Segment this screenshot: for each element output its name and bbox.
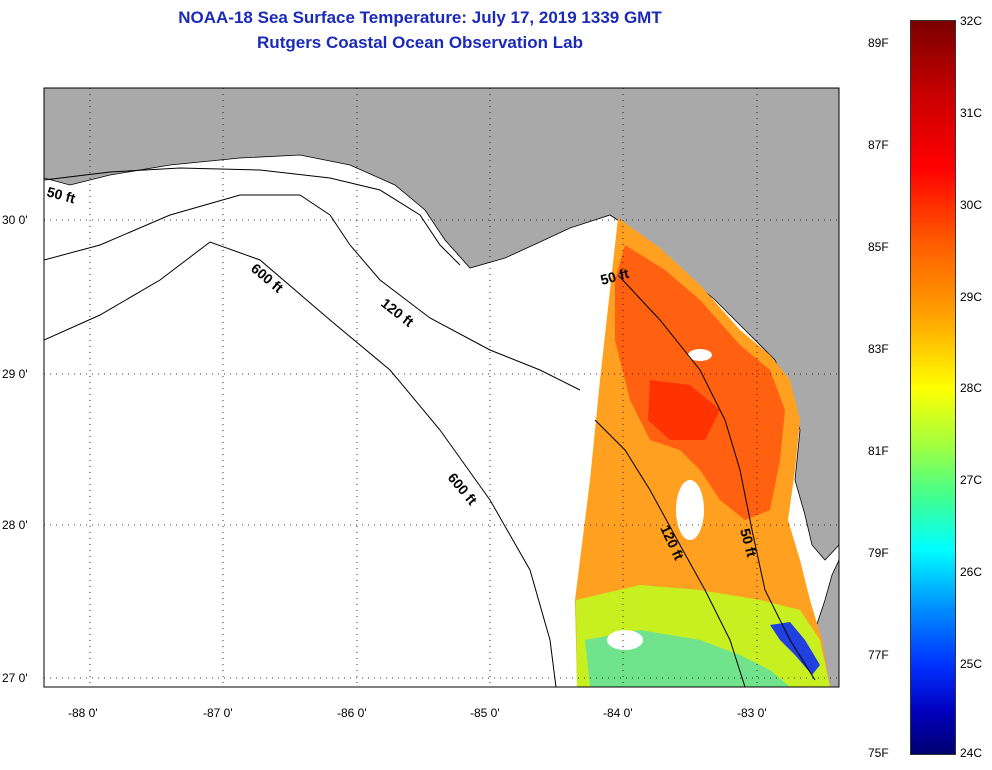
colorbar-celsius-label: 32C <box>960 14 983 28</box>
colorbar-celsius-label: 29C <box>960 290 983 304</box>
colorbar-celsius-label: 26C <box>960 565 983 579</box>
graticule <box>44 88 839 687</box>
map-frame <box>43 87 840 688</box>
lon-label: -88 0' <box>68 706 98 720</box>
sst-hot-spot <box>648 380 720 440</box>
map-subtitle: Rutgers Coastal Ocean Observation Lab <box>257 33 583 52</box>
colorbar-celsius-label: 31C <box>960 106 983 120</box>
contour-label: 50 ft <box>45 183 77 206</box>
colorbar-celsius-label: 27C <box>960 473 983 487</box>
lon-label: -83 0' <box>737 706 767 720</box>
colorbar-fahrenheit-label: 89F <box>868 36 889 50</box>
lat-label: 30 0' <box>2 213 28 227</box>
temperature-colorbar <box>910 20 956 755</box>
cloud-gap <box>607 630 643 650</box>
lon-label: -84 0' <box>603 706 633 720</box>
colorbar-celsius-label: 28C <box>960 381 983 395</box>
colorbar-fahrenheit-label: 83F <box>868 342 889 356</box>
contour-label: 50 ft <box>737 527 760 559</box>
colorbar-fahrenheit-label: 85F <box>868 240 889 254</box>
colorbar-fahrenheit-label: 87F <box>868 138 889 152</box>
colorbar-fahrenheit-label: 75F <box>868 746 889 760</box>
contour-label: 50 ft <box>599 265 631 288</box>
lon-label: -86 0' <box>337 706 367 720</box>
cloud-gap <box>676 480 704 540</box>
colorbar-celsius-label: 30C <box>960 198 983 212</box>
colorbar-fahrenheit-label: 81F <box>868 444 889 458</box>
lat-label: 28 0' <box>2 518 28 532</box>
lon-label: -85 0' <box>470 706 500 720</box>
colorbar-fahrenheit-label: 77F <box>868 648 889 662</box>
map-title: NOAA-18 Sea Surface Temperature: July 17… <box>178 8 662 27</box>
contour-50ft <box>44 167 461 266</box>
land-mass <box>44 88 839 561</box>
colorbar-celsius-label: 25C <box>960 657 983 671</box>
contour-600ft <box>44 241 557 687</box>
lat-label: 29 0' <box>2 367 28 381</box>
contour-50ft-east <box>617 274 816 681</box>
cloud-gap <box>688 349 712 361</box>
lat-label: 27 0' <box>2 671 28 685</box>
colorbar-fahrenheit-label: 79F <box>868 546 889 560</box>
colorbar-celsius-label: 24C <box>960 746 983 760</box>
lon-label: -87 0' <box>203 706 233 720</box>
contour-120ft-east <box>594 419 746 687</box>
sst-warm-core <box>615 245 785 520</box>
